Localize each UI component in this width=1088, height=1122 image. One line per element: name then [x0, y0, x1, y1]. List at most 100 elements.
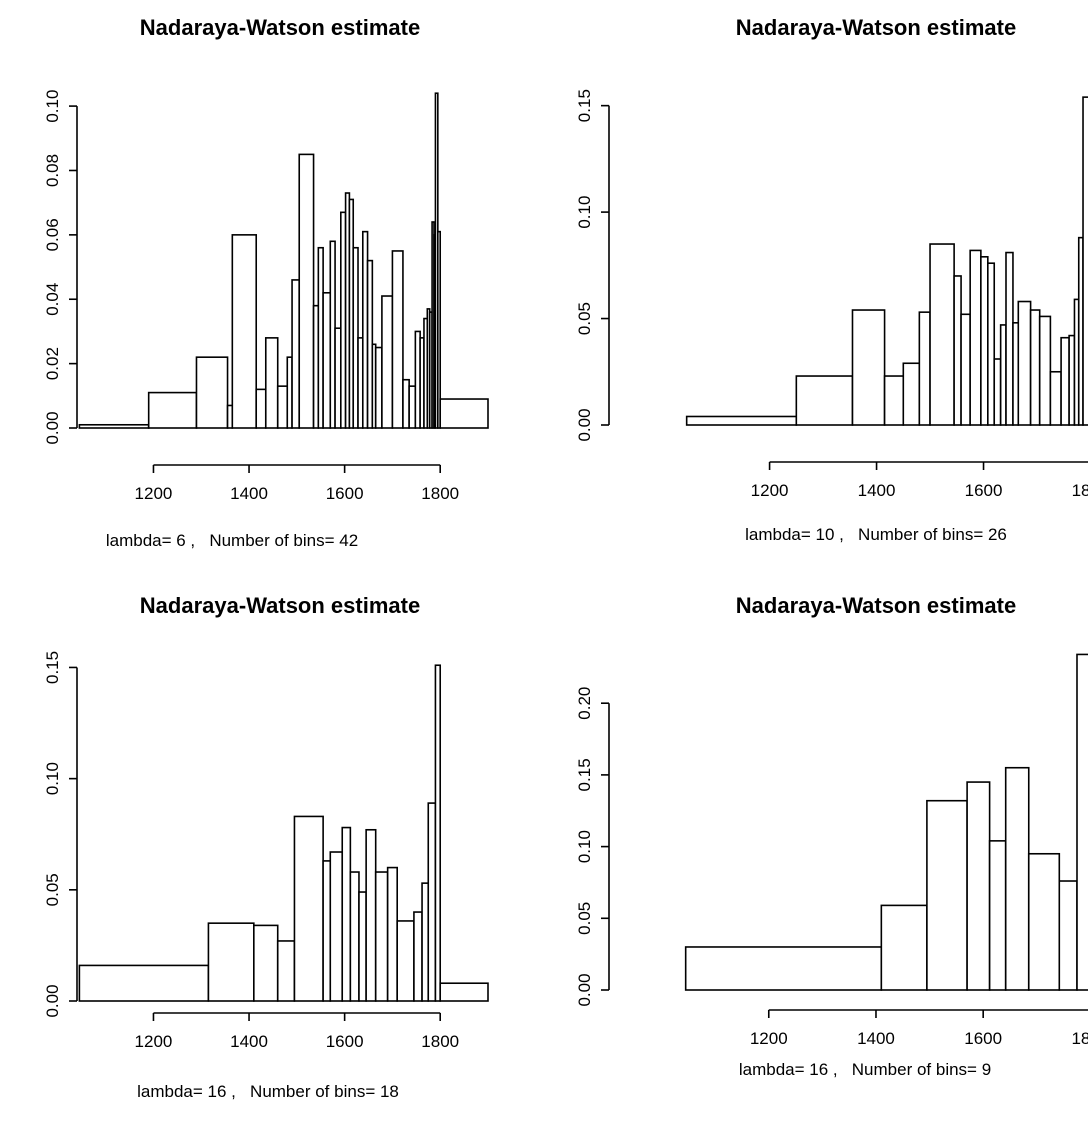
- y-tick-label: 0.00: [43, 411, 62, 444]
- histogram-bar: [953, 275, 962, 426]
- y-tick-label: 0.06: [43, 218, 62, 251]
- histogram-bar: [1012, 322, 1020, 426]
- chart-panel-lambda10: Nadaraya-Watson estimate 0.00 0.05 0.10 0.15…: [544, 0, 1088, 561]
- histogram-bar: [439, 398, 489, 429]
- chart-caption: lambda= 6 , Number of bins= 42: [106, 531, 358, 550]
- histogram-bar: [999, 324, 1007, 426]
- histogram-bar: [434, 664, 442, 1002]
- chart-title: Nadaraya-Watson estimate: [140, 593, 420, 618]
- histogram-bar: [437, 230, 442, 429]
- histogram-bar: [684, 946, 883, 991]
- histogram-bar: [439, 982, 489, 1002]
- histogram-bar: [293, 815, 324, 1002]
- x-tick-label: 1600: [964, 1029, 1002, 1048]
- histogram-bar: [349, 871, 360, 1002]
- y-tick-label: 0.05: [43, 873, 62, 906]
- y-tick-label: 0.02: [43, 347, 62, 380]
- x-tick-label: 1600: [326, 1032, 364, 1051]
- histogram-bar: [421, 882, 430, 1002]
- chart-title: Nadaraya-Watson estimate: [736, 593, 1016, 618]
- histogram-bar: [374, 346, 383, 429]
- histogram-bar: [795, 375, 854, 426]
- histogram-bar: [1058, 880, 1078, 991]
- x-tick-label: 1400: [230, 1032, 268, 1051]
- histogram-bar: [1027, 852, 1061, 991]
- histogram-bar: [291, 279, 301, 429]
- histogram-bar: [386, 866, 398, 1002]
- y-tick-label: 0.10: [43, 90, 62, 123]
- histogram-bar: [264, 337, 279, 429]
- histogram-bar: [980, 256, 989, 426]
- histogram-bar: [851, 309, 886, 426]
- histogram-bar: [329, 851, 344, 1002]
- histogram-bar: [381, 295, 394, 429]
- x-tick-label: 1600: [965, 481, 1003, 500]
- y-tick-label: 0.10: [575, 196, 594, 229]
- chart-panel-lambda16-9bins: Nadaraya-Watson estimate 0.00 0.05 0.10 0.15…: [544, 561, 1088, 1122]
- y-tick-label: 0.05: [575, 902, 594, 935]
- histogram-bar: [276, 940, 296, 1002]
- x-tick-label: 1200: [135, 1032, 173, 1051]
- histogram-bar: [402, 378, 410, 429]
- histogram-bar: [1076, 653, 1088, 991]
- x-tick-label: 1800: [421, 484, 459, 503]
- histogram-svg: Nadaraya-Watson estimate 0.00 0.05 0.10 0.15…: [575, 15, 1088, 544]
- chart-title: Nadaraya-Watson estimate: [140, 15, 420, 40]
- histogram-svg: Nadaraya-Watson estimate 0.00 0.05 0.10 0.15…: [575, 593, 1088, 1079]
- histogram-bar: [322, 291, 332, 429]
- chart-panel-lambda16-18bins: Nadaraya-Watson estimate 0.00 0.05 0.10 0.15…: [0, 561, 544, 1122]
- histogram-svg: Nadaraya-Watson estimate 0.00 0.02 0.04 0.06…: [43, 15, 489, 550]
- x-tick-label: 1400: [858, 481, 896, 500]
- histogram-bar: [969, 249, 982, 426]
- x-tick-label: 1200: [750, 1029, 788, 1048]
- histogram-svg: Nadaraya-Watson estimate 0.00 0.05 0.10 0.15…: [43, 593, 489, 1101]
- histogram-bar: [396, 920, 415, 1002]
- histogram-bar: [276, 385, 289, 429]
- histogram-bar: [987, 262, 996, 426]
- histogram-bar: [1049, 370, 1062, 426]
- histogram-bar: [960, 313, 971, 426]
- x-tick-label: 1800: [1071, 1029, 1088, 1048]
- chart-panel-lambda6: Nadaraya-Watson estimate 0.00 0.02 0.04 0.06…: [0, 0, 544, 561]
- y-tick-label: 0.00: [575, 973, 594, 1006]
- histogram-bar: [253, 924, 279, 1002]
- histogram-bar: [1068, 334, 1076, 426]
- y-tick-label: 0.10: [575, 830, 594, 863]
- histogram-bar: [427, 802, 437, 1002]
- histogram-bar: [966, 781, 991, 991]
- y-tick-label: 0.08: [43, 154, 62, 187]
- histogram-bar: [207, 922, 255, 1002]
- y-tick-label: 0.04: [43, 283, 62, 316]
- histogram-bar: [929, 243, 955, 426]
- x-tick-label: 1400: [230, 484, 268, 503]
- histogram-bar: [1004, 766, 1030, 991]
- y-tick-label: 0.10: [43, 762, 62, 795]
- histogram-bar: [918, 311, 931, 426]
- y-tick-label: 0.15: [575, 89, 594, 122]
- y-tick-label: 0.00: [575, 408, 594, 441]
- histogram-bar: [255, 388, 267, 429]
- histogram-bar: [78, 423, 150, 429]
- histogram-bar: [408, 385, 417, 429]
- histogram-bar: [358, 891, 367, 1002]
- histogram-bar: [413, 911, 423, 1002]
- histogram-bar: [685, 415, 798, 426]
- chart-caption: lambda= 10 , Number of bins= 26: [745, 525, 1007, 544]
- x-tick-label: 1200: [751, 481, 789, 500]
- chart-caption: lambda= 16 , Number of bins= 9: [739, 1060, 991, 1079]
- histogram-bar: [334, 327, 342, 429]
- y-tick-label: 0.15: [575, 758, 594, 791]
- histogram-bar: [391, 250, 404, 429]
- x-tick-label: 1200: [135, 484, 173, 503]
- histogram-bar: [1005, 251, 1014, 426]
- histogram-bar: [147, 391, 198, 429]
- histogram-bar: [880, 904, 928, 991]
- y-tick-label: 0.05: [575, 302, 594, 335]
- histogram-bar: [78, 964, 210, 1002]
- x-tick-label: 1400: [857, 1029, 895, 1048]
- chart-caption: lambda= 16 , Number of bins= 18: [137, 1082, 399, 1101]
- histogram-bar: [883, 375, 905, 426]
- histogram-bar: [1029, 309, 1041, 426]
- histogram-bar: [926, 799, 968, 991]
- histogram-bar: [902, 362, 921, 426]
